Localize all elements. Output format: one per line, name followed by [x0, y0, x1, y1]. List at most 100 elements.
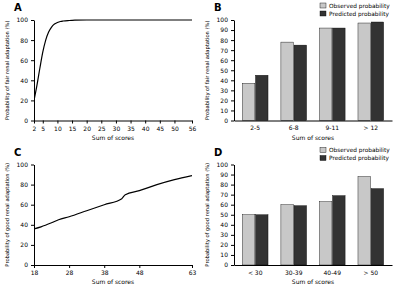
y-tick-mark [231, 100, 234, 101]
x-tick-mark [104, 265, 105, 268]
x-tick-label: 35 [127, 125, 135, 132]
y-tick: 80 [220, 181, 234, 188]
figure: 0204060801002510152025303540455056Sum of… [0, 0, 400, 289]
y-axis-title: Probability of fair renal adaptation (%) [204, 21, 211, 120]
x-tick-label: > 50 [364, 269, 379, 276]
y-tick-label: 20 [20, 241, 28, 248]
y-tick-label: 10 [220, 251, 228, 258]
marks [34, 176, 192, 229]
y-axis-title: Probability of fair renal adaptation (%) [4, 21, 11, 120]
y-tick-label: 90 [220, 26, 228, 33]
bar [256, 215, 269, 265]
x-tick: 48 [136, 265, 144, 276]
y-tick: 40 [20, 221, 34, 228]
y-tick: 0 [24, 117, 34, 124]
y-tick-mark [31, 265, 34, 266]
x-tick-label: 40 [142, 125, 150, 132]
legend-label: Observed probability [329, 3, 390, 10]
x-axis-title: Sum of scores [292, 134, 334, 141]
y-tick-mark [231, 205, 234, 206]
bar [358, 23, 371, 120]
x-tick-label: 10 [54, 125, 62, 132]
y-tick: 0 [224, 117, 234, 124]
y-tick: 60 [220, 201, 234, 208]
x-axis: 2510152025303540455056 [33, 121, 197, 132]
bar [358, 177, 371, 265]
y-tick: 100 [17, 161, 34, 168]
y-tick-mark [231, 225, 234, 226]
x-tick: 56 [189, 121, 197, 132]
bar [242, 83, 255, 120]
y-tick: 10 [220, 107, 234, 114]
panel-title: C [14, 147, 21, 158]
x-tick-label: 18 [31, 269, 39, 276]
y-tick-label: 60 [20, 57, 28, 64]
x-tick: 2 [33, 121, 37, 132]
x-tick-label: 40-49 [324, 269, 342, 276]
legend: Observed probabilityPredicted probabilit… [320, 147, 390, 162]
x-tick: 6-8 [289, 121, 299, 132]
panel: 0102030405060708090100< 3030-3940-49> 50… [204, 147, 392, 286]
legend-swatch [320, 11, 326, 16]
x-tick: 30-39 [285, 265, 303, 276]
panel: 0204060801001828384863Sum of scoresProba… [4, 147, 196, 286]
legend: Observed probabilityPredicted probabilit… [320, 3, 390, 18]
x-tick: 2-5 [250, 121, 260, 132]
x-tick: > 12 [364, 121, 379, 132]
x-tick: 35 [127, 121, 135, 132]
y-tick-mark [231, 40, 234, 41]
y-tick-label: 20 [220, 241, 228, 248]
y-tick-mark [31, 60, 34, 61]
y-tick-mark [231, 60, 234, 61]
y-tick: 30 [220, 87, 234, 94]
x-tick-label: 56 [189, 125, 197, 132]
bar [371, 189, 384, 265]
y-tick-label: 70 [220, 47, 228, 54]
y-tick-mark [231, 70, 234, 71]
x-tick-label: 30 [113, 125, 121, 132]
x-tick: < 30 [248, 265, 263, 276]
bar [333, 196, 346, 265]
plot: 01020304050607080901002-56-89-11> 12Obse… [204, 3, 392, 141]
x-tick: 15 [69, 121, 77, 132]
y-tick-label: 10 [220, 107, 228, 114]
x-tick-label: 6-8 [289, 124, 299, 131]
x-tick-mark [34, 265, 35, 268]
y-tick-mark [231, 175, 234, 176]
x-tick-label: 45 [156, 125, 164, 132]
panel-title: B [214, 2, 222, 13]
x-tick-mark [87, 121, 88, 124]
y-tick-mark [31, 205, 34, 206]
x-tick-label: 48 [136, 269, 144, 276]
y-tick-mark [31, 165, 34, 166]
y-tick-label: 70 [220, 191, 228, 198]
plot: 0102030405060708090100< 3030-3940-49> 50… [204, 147, 392, 285]
y-tick: 90 [220, 171, 234, 178]
bar [256, 75, 269, 120]
x-tick-mark [116, 121, 117, 124]
chart-root: 0204060801002510152025303540455056Sum of… [0, 0, 400, 289]
x-tick-mark [34, 121, 35, 124]
y-tick: 100 [17, 16, 34, 23]
legend-label: Observed probability [329, 147, 390, 154]
y-tick-mark [231, 265, 234, 266]
legend-swatch [320, 148, 326, 153]
x-axis-title: Sum of scores [92, 278, 134, 285]
x-tick: 18 [31, 265, 39, 276]
panel-title: D [214, 147, 222, 158]
plot: 0204060801002510152025303540455056Sum of… [4, 16, 196, 140]
y-tick-label: 0 [24, 261, 28, 268]
y-tick-mark [31, 121, 34, 122]
y-tick-label: 80 [20, 37, 28, 44]
x-tick: 20 [83, 121, 91, 132]
y-tick: 30 [220, 231, 234, 238]
y-tick-label: 50 [220, 211, 228, 218]
x-tick-mark [145, 121, 146, 124]
y-tick-label: 40 [20, 77, 28, 84]
y-tick: 20 [20, 241, 34, 248]
y-tick-label: 100 [217, 161, 229, 168]
y-tick-mark [231, 20, 234, 21]
x-tick: 50 [171, 121, 179, 132]
panel: 01020304050607080901002-56-89-11> 12Obse… [204, 2, 392, 141]
y-tick-label: 60 [20, 201, 28, 208]
